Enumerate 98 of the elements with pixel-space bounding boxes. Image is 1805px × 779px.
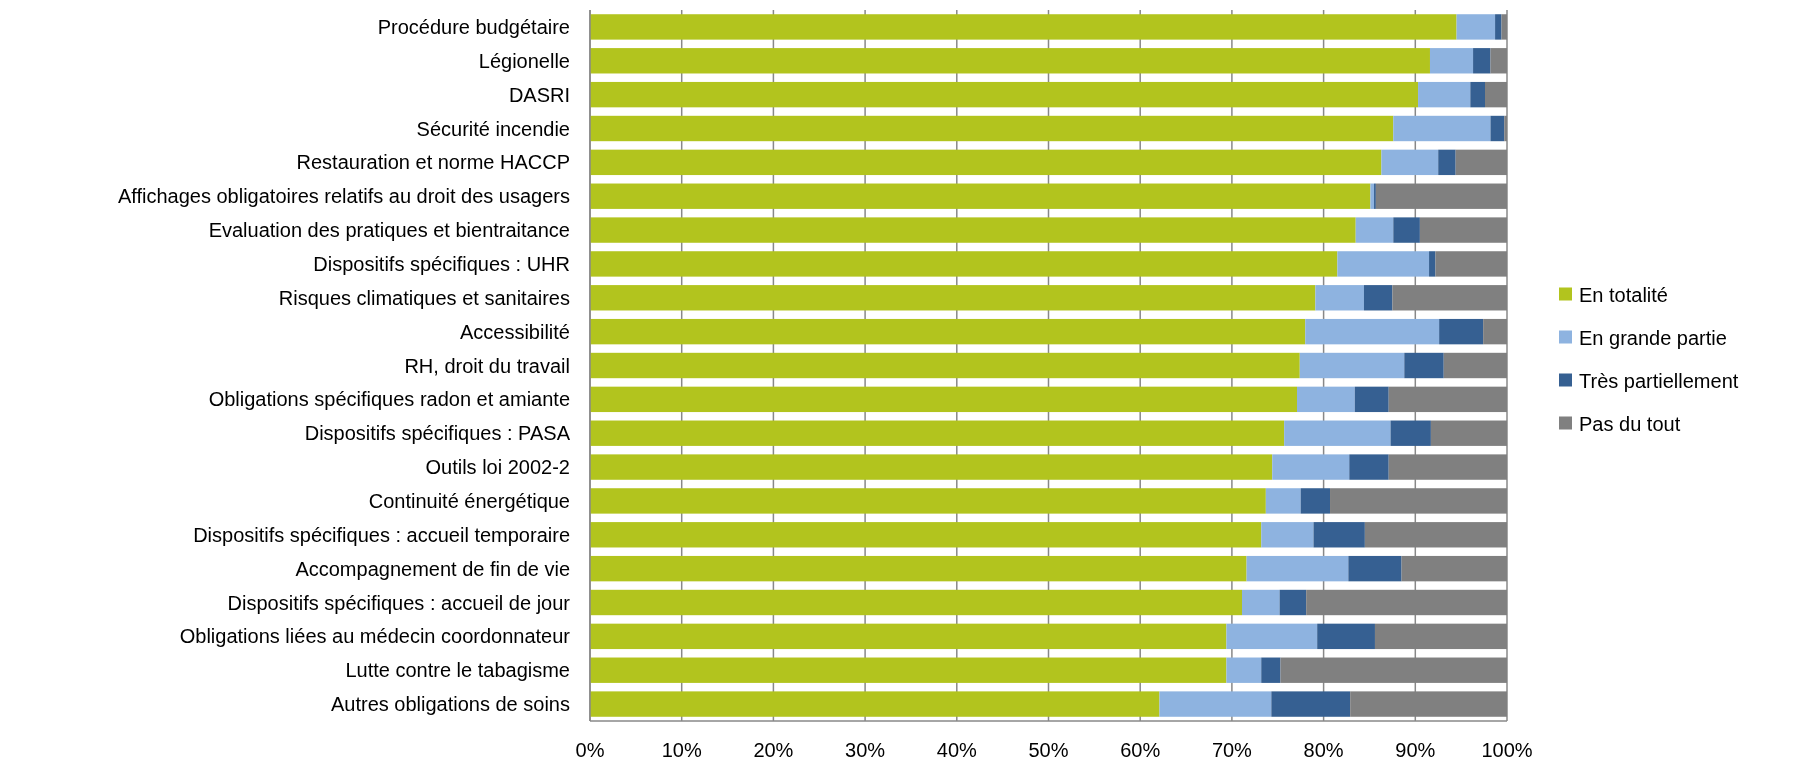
y-tick-label: Dispositifs spécifiques : UHR: [313, 252, 570, 275]
bar: [590, 115, 1394, 142]
bar: [1315, 285, 1364, 311]
y-tick-label: Obligations spécifiques radon et amiante: [208, 388, 570, 411]
y-tick-label: Obligations liées au médecin coordonnateur: [179, 625, 571, 648]
bar: [1418, 81, 1471, 108]
x-tick-label: 10%: [661, 739, 702, 761]
bar: [1313, 522, 1365, 548]
x-tick-label: 50%: [1028, 739, 1069, 761]
bar: [1284, 420, 1391, 446]
bar: [590, 217, 1356, 243]
x-tick-label: 70%: [1211, 739, 1253, 761]
x-tick-label: 100%: [1481, 739, 1533, 761]
bar: [1438, 149, 1456, 176]
bar: [1272, 454, 1350, 480]
bar: [1261, 657, 1281, 683]
bar: [1226, 623, 1318, 650]
bar: [1261, 522, 1314, 548]
y-tick-label: Dispositifs spécifiques : accueil de jour: [227, 591, 571, 614]
bar: [590, 285, 1316, 311]
bar: [1473, 48, 1491, 74]
y-tick-label: Légionelle: [478, 49, 570, 72]
bar: [1279, 589, 1307, 616]
bar: [1297, 386, 1355, 413]
y-tick-label: Outils loi 2002-2: [425, 456, 570, 479]
bar: [590, 420, 1285, 446]
y-tick-label: Accompagnement de fin de vie: [295, 557, 570, 580]
bar: [590, 318, 1306, 345]
bar: [590, 522, 1262, 548]
bar: [590, 589, 1242, 616]
x-tick-label: 30%: [845, 739, 886, 761]
y-tick-label: DASRI: [508, 83, 570, 106]
y-tick-label: Evaluation des pratiques et bientraitance: [208, 219, 570, 242]
x-tick-label: 40%: [936, 739, 978, 761]
y-tick-label: RH, droit du travail: [404, 354, 570, 377]
bar: [590, 691, 1160, 717]
bar: [1429, 251, 1436, 277]
bar: [1246, 555, 1349, 582]
x-tick-label: 0%: [575, 739, 605, 761]
bar: [1390, 420, 1431, 446]
y-tick-label: Restauration et norme HACCP: [296, 151, 570, 174]
bar: [1226, 657, 1262, 683]
bar: [1363, 285, 1393, 311]
bar: [590, 81, 1419, 108]
y-tick-label: Sécurité incendie: [416, 117, 570, 140]
x-tick-label: 90%: [1395, 739, 1436, 761]
y-tick-label: Procédure budgétaire: [377, 15, 570, 38]
bar: [590, 488, 1266, 514]
bar: [1355, 217, 1394, 243]
bar: [1271, 691, 1351, 717]
bar: [1348, 555, 1402, 582]
y-tick-label: Dispositifs spécifiques : accueil temporaire: [193, 523, 570, 546]
bar: [1439, 318, 1484, 345]
bar: [1429, 48, 1474, 74]
bar: [1393, 217, 1420, 243]
bar: [590, 555, 1247, 582]
bar: [1265, 488, 1301, 514]
bar: [1241, 589, 1280, 616]
bar: [590, 454, 1273, 480]
legend-label: En totalité: [1579, 283, 1668, 306]
bar: [1317, 623, 1375, 650]
bar: [1495, 14, 1502, 40]
bar: [1337, 251, 1430, 277]
bar: [1159, 691, 1272, 717]
bar: [590, 352, 1300, 379]
bar: [590, 149, 1382, 176]
y-tick-label: Risques climatiques et sanitaires: [278, 286, 570, 309]
y-tick-label: Dispositifs spécifiques : PASA: [304, 422, 571, 445]
bar: [1456, 14, 1496, 40]
y-tick-label: Accessibilité: [459, 320, 570, 343]
x-tick-label: 80%: [1303, 739, 1344, 761]
x-tick-label: 20%: [753, 739, 794, 761]
bar: [590, 657, 1227, 683]
bar: [1470, 81, 1485, 108]
y-tick-label: Continuité énergétique: [368, 489, 570, 512]
y-tick-label: Autres obligations de soins: [330, 693, 570, 716]
y-tick-label: Affichages obligatoires relatifs au droit des usagers: [117, 185, 570, 208]
bar: [1381, 149, 1439, 176]
bar: [1490, 115, 1505, 142]
x-tick-label: 60%: [1120, 739, 1161, 761]
legend-label: En grande partie: [1579, 326, 1727, 349]
bar: [1404, 352, 1444, 379]
bar: [590, 14, 1457, 40]
bar: [590, 183, 1371, 209]
legend-label: Pas du tout: [1579, 412, 1681, 435]
bar: [1305, 318, 1440, 345]
bar: [1349, 454, 1389, 480]
bar: [590, 623, 1227, 650]
bar: [590, 48, 1430, 74]
bar: [1370, 183, 1375, 209]
legend-label: Très partiellement: [1579, 369, 1739, 392]
bar: [1354, 386, 1389, 413]
y-tick-label: Lutte contre le tabagisme: [345, 659, 570, 682]
bar: [590, 386, 1298, 413]
bar: [1300, 488, 1331, 514]
bar: [1299, 352, 1405, 379]
bar: [1393, 115, 1491, 142]
bar: [590, 251, 1338, 277]
